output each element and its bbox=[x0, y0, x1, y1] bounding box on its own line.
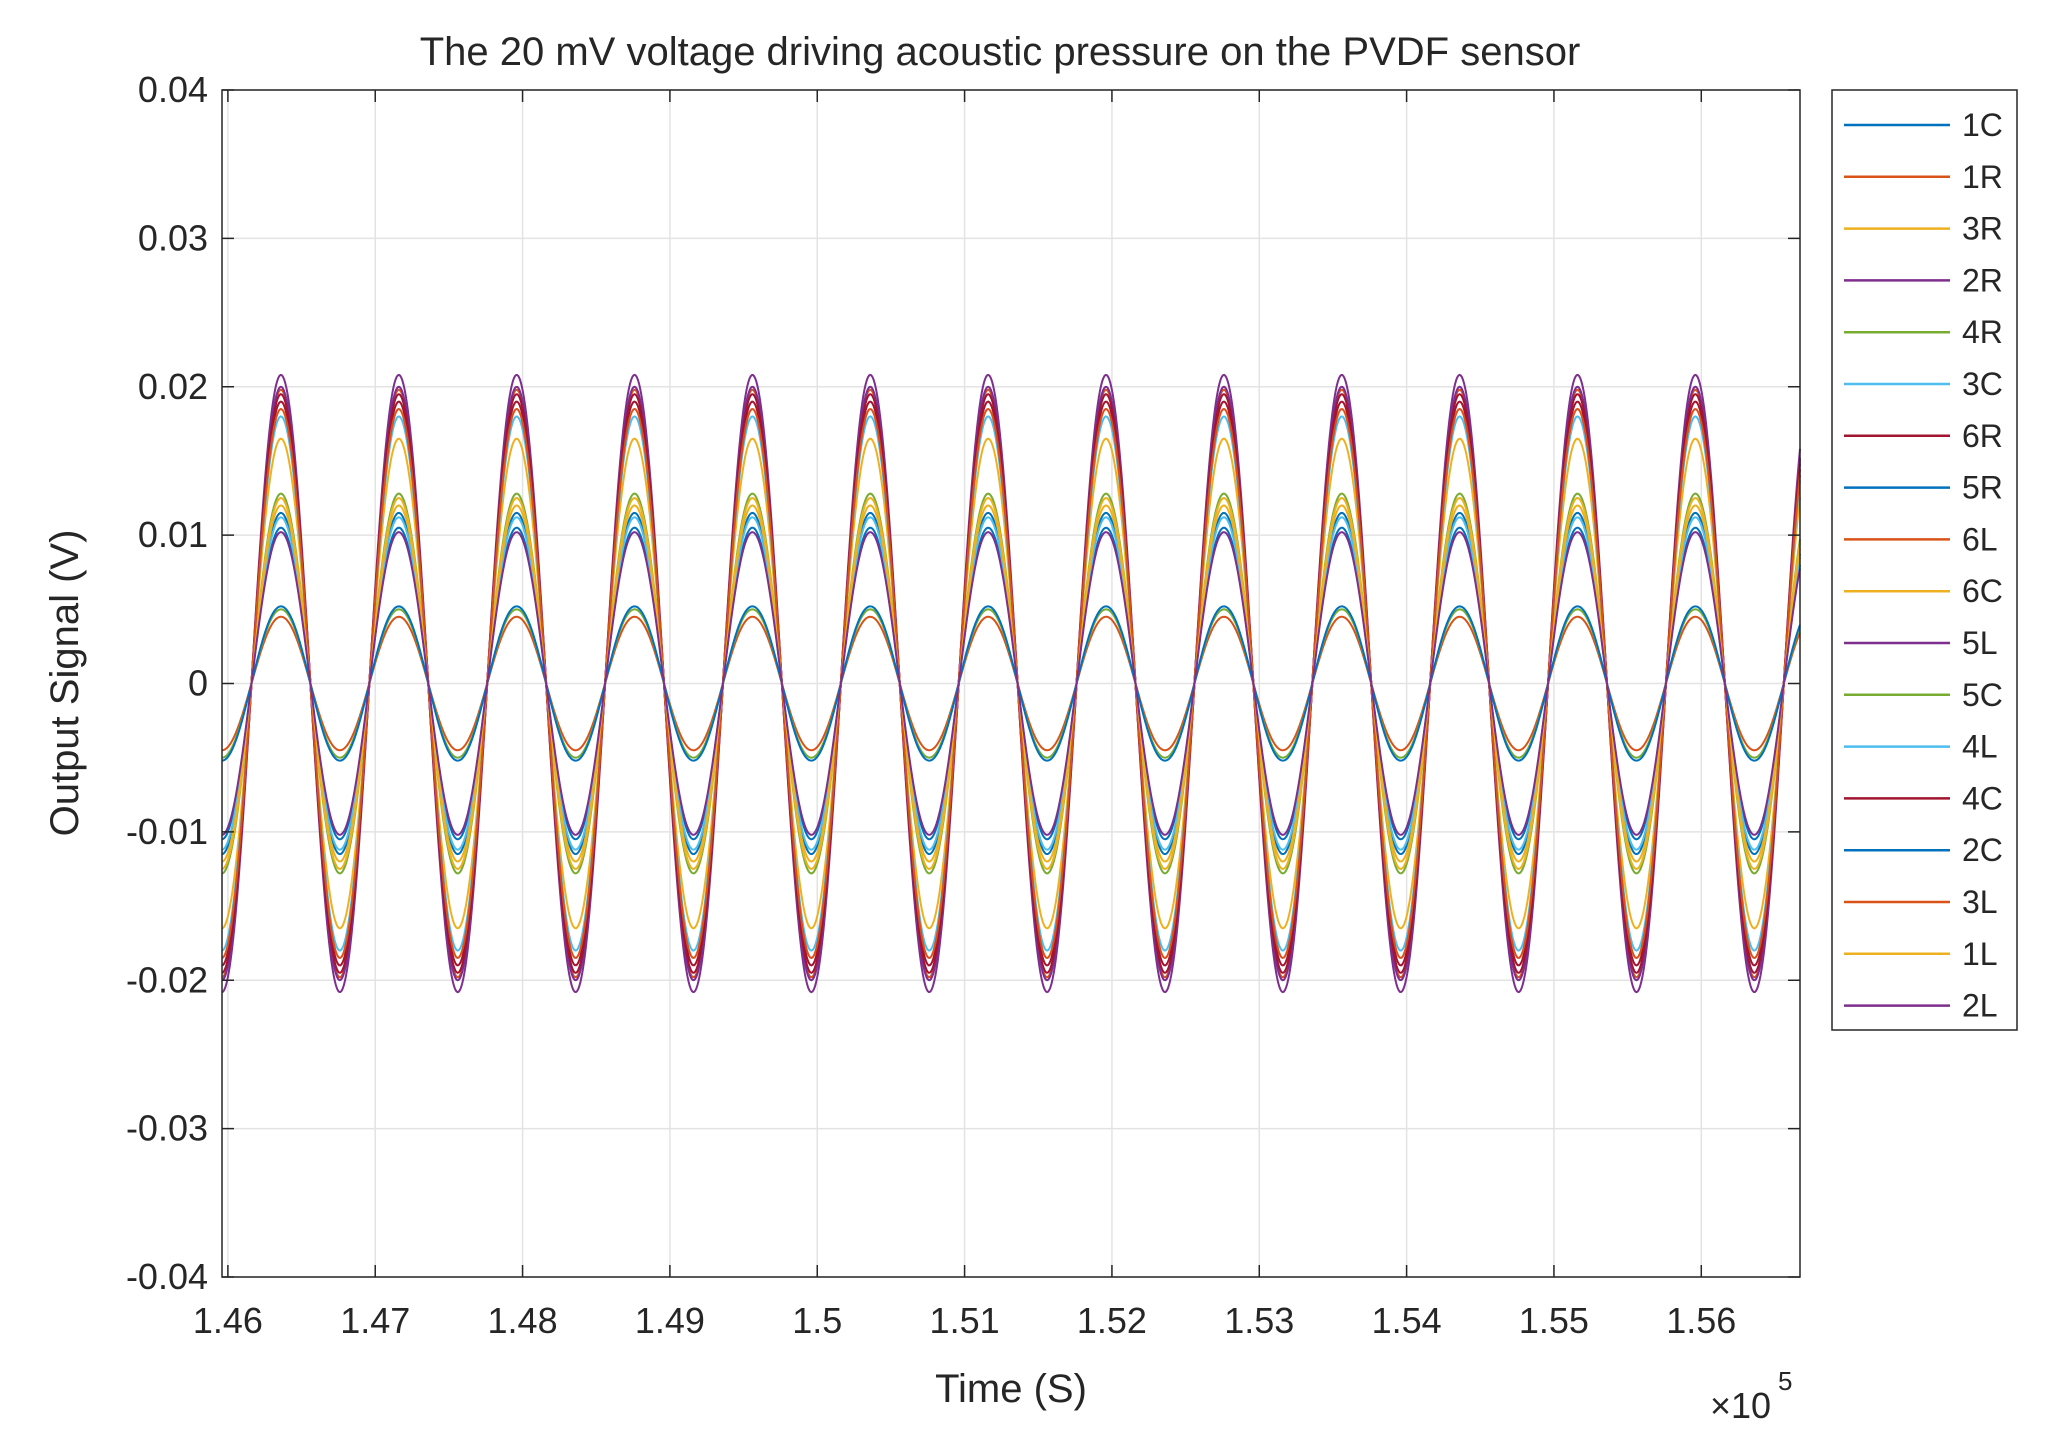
y-axis-label: Output Signal (V) bbox=[43, 530, 87, 837]
x-axis-exponent: ×10 5 bbox=[1710, 1366, 1792, 1426]
legend-label-3C: 3C bbox=[1962, 366, 2003, 402]
legend-label-3L: 3L bbox=[1962, 884, 1998, 920]
x-tick-label: 1.49 bbox=[635, 1300, 705, 1341]
y-tick-label: 0.04 bbox=[138, 69, 208, 110]
y-tick-label: -0.03 bbox=[126, 1108, 208, 1149]
x-tick-label: 1.52 bbox=[1077, 1300, 1147, 1341]
x-axis-label: Time (S) bbox=[935, 1367, 1087, 1411]
series-group bbox=[221, 373, 1801, 994]
x-tick-label: 1.55 bbox=[1519, 1300, 1589, 1341]
legend-items: 1C 1R 3R 2R 4R 3C 6R 5R 6L 6C 5L 5C 4L 4C 2C 3L 1L 2L bbox=[1844, 107, 2003, 1024]
legend-label-1C: 1C bbox=[1962, 107, 2003, 143]
legend-label-2C: 2C bbox=[1962, 832, 2003, 868]
x-tick-label: 1.54 bbox=[1372, 1300, 1442, 1341]
x-axis-exponent-power: 5 bbox=[1778, 1366, 1792, 1396]
legend-label-4R: 4R bbox=[1962, 314, 2003, 350]
y-tick-label: 0.02 bbox=[138, 366, 208, 407]
legend-label-1L: 1L bbox=[1962, 936, 1998, 972]
y-tick-label: 0.01 bbox=[138, 514, 208, 555]
y-tick-label: -0.04 bbox=[126, 1256, 208, 1297]
x-tick-label: 1.51 bbox=[930, 1300, 1000, 1341]
legend-label-6L: 6L bbox=[1962, 521, 1998, 557]
legend: 1C 1R 3R 2R 4R 3C 6R 5R 6L 6C 5L 5C 4L 4C 2C 3L 1L 2L bbox=[1831, 89, 2018, 1031]
x-tick-label: 1.47 bbox=[340, 1300, 410, 1341]
legend-label-1R: 1R bbox=[1962, 159, 2003, 195]
legend-label-6C: 6C bbox=[1962, 573, 2003, 609]
y-tick-label: 0.03 bbox=[138, 217, 208, 258]
legend-box bbox=[1831, 89, 2018, 1031]
axes-ticks: 1.46 1.47 1.48 1.49 1.5 1.51 1.52 1.53 1.54 1.55 1… bbox=[126, 69, 1800, 1341]
x-tick-label: 1.53 bbox=[1224, 1300, 1294, 1341]
series-line-2C bbox=[221, 605, 1801, 762]
legend-label-2L: 2L bbox=[1962, 988, 1998, 1024]
legend-label-5C: 5C bbox=[1962, 677, 2003, 713]
x-tick-label: 1.5 bbox=[792, 1300, 842, 1341]
y-tick-label: 0 bbox=[188, 663, 208, 704]
y-tick-label: -0.01 bbox=[126, 811, 208, 852]
x-tick-label: 1.46 bbox=[193, 1300, 263, 1341]
chart-title: The 20 mV voltage driving acoustic press… bbox=[420, 30, 1581, 74]
x-axis-exponent-base: ×10 bbox=[1710, 1385, 1771, 1426]
legend-label-3R: 3R bbox=[1962, 211, 2003, 247]
legend-label-6R: 6R bbox=[1962, 418, 2003, 454]
legend-label-5L: 5L bbox=[1962, 625, 1998, 661]
series-line-3L bbox=[221, 407, 1801, 960]
x-tick-label: 1.48 bbox=[488, 1300, 558, 1341]
legend-label-2R: 2R bbox=[1962, 262, 2003, 298]
legend-label-4L: 4L bbox=[1962, 729, 1998, 765]
x-tick-label: 1.56 bbox=[1666, 1300, 1736, 1341]
y-tick-label: -0.02 bbox=[126, 959, 208, 1000]
series-line-2L bbox=[221, 531, 1801, 836]
legend-label-4C: 4C bbox=[1962, 780, 2003, 816]
legend-label-5R: 5R bbox=[1962, 470, 2003, 506]
